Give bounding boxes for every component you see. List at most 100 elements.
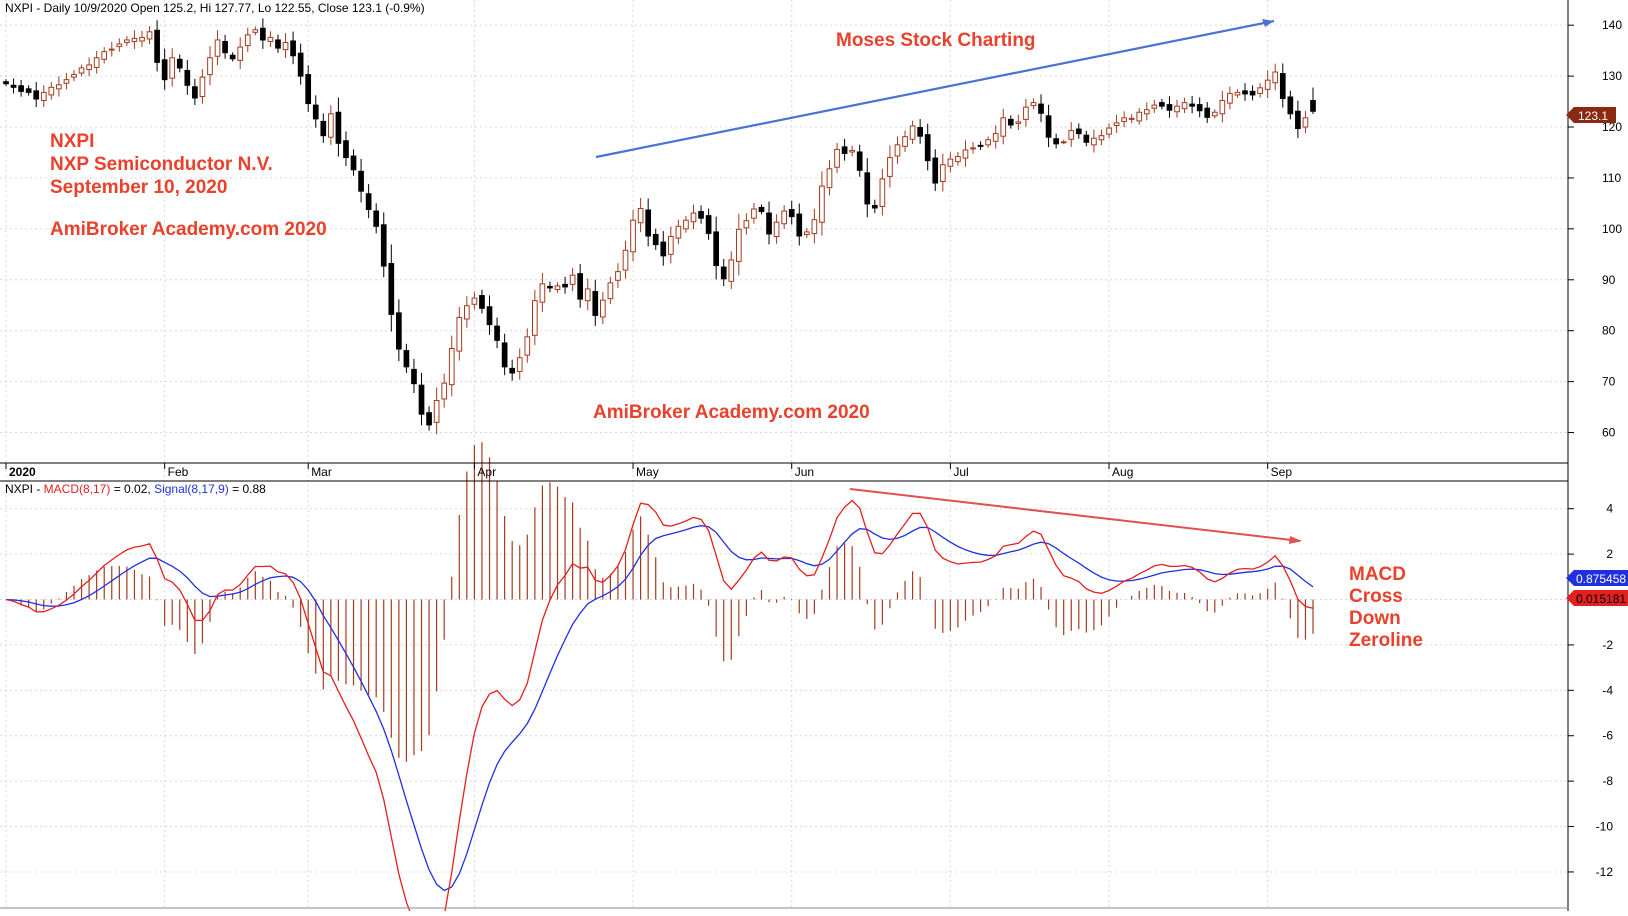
candle-body bbox=[426, 412, 432, 426]
macd-header-prefix: NXPI - bbox=[5, 482, 44, 496]
candle-body bbox=[1279, 73, 1286, 100]
candle-body bbox=[758, 206, 765, 213]
candle-body bbox=[1045, 115, 1052, 138]
candle-body bbox=[25, 88, 32, 93]
candle-body bbox=[486, 306, 493, 326]
candle-body bbox=[1227, 92, 1233, 104]
candle-body bbox=[592, 290, 599, 316]
candle-body bbox=[199, 76, 206, 97]
macd-note-4: Zeroline bbox=[1349, 630, 1423, 651]
candle-body bbox=[328, 113, 334, 138]
macd-tick-label: -4 bbox=[1602, 683, 1613, 697]
candle-body bbox=[992, 133, 999, 142]
candle-body bbox=[720, 266, 727, 280]
candle-body bbox=[18, 85, 24, 92]
candle-body bbox=[924, 134, 931, 162]
month-tick-label: Jul bbox=[953, 465, 968, 479]
candle-body bbox=[607, 282, 614, 300]
candle-body bbox=[1302, 117, 1309, 128]
candle-body bbox=[713, 231, 720, 267]
last-close-badge: 123.1 bbox=[1566, 107, 1616, 123]
candle-body bbox=[622, 249, 629, 271]
candle-body bbox=[690, 212, 697, 223]
candle-body bbox=[1234, 91, 1241, 96]
candle-body bbox=[1068, 130, 1075, 140]
candle-body bbox=[894, 144, 901, 157]
candle-body bbox=[464, 305, 470, 320]
price-trend-arrowhead bbox=[1262, 19, 1274, 27]
candle-body bbox=[1242, 90, 1248, 95]
candle-body bbox=[154, 29, 160, 63]
candle-body bbox=[509, 367, 516, 374]
month-tick-label: Jun bbox=[795, 465, 814, 479]
candle-body bbox=[252, 29, 259, 33]
candle-body bbox=[161, 59, 168, 81]
candle-body bbox=[411, 368, 417, 385]
candle-body bbox=[71, 74, 77, 78]
signal-value-badge-text: 0.875458 bbox=[1576, 572, 1626, 586]
price-tick-label: 110 bbox=[1602, 171, 1621, 185]
candle-body bbox=[63, 79, 70, 84]
candle-body bbox=[1075, 128, 1082, 135]
candle-body bbox=[569, 274, 576, 285]
price-trend-line bbox=[595, 19, 1275, 159]
candle-body bbox=[1196, 104, 1203, 112]
candle-body bbox=[312, 104, 319, 120]
month-tick-label: Aug bbox=[1112, 465, 1133, 479]
candle-body bbox=[396, 312, 402, 350]
candle-body bbox=[1098, 135, 1105, 141]
grid-lines bbox=[0, 0, 1568, 908]
macd-trend-line bbox=[849, 488, 1301, 542]
candle-body bbox=[222, 40, 228, 54]
candle-body bbox=[418, 384, 425, 415]
month-tick-label: Mar bbox=[311, 465, 332, 479]
candle-body bbox=[1272, 71, 1279, 84]
month-tick-label: May bbox=[636, 465, 659, 479]
candle-body bbox=[1249, 90, 1256, 96]
candle-body bbox=[139, 36, 145, 42]
candle-body bbox=[1295, 110, 1301, 130]
candle-body bbox=[305, 74, 312, 105]
price-tick-label: 140 bbox=[1602, 18, 1622, 32]
candle-body bbox=[1038, 103, 1044, 114]
candle-body bbox=[773, 221, 780, 237]
candle-body bbox=[1189, 103, 1195, 107]
candle-body bbox=[244, 34, 251, 47]
candle-body bbox=[456, 316, 463, 352]
macd-tick-label: -2 bbox=[1602, 638, 1613, 652]
candle-body bbox=[675, 225, 682, 239]
macd-tick-label: -10 bbox=[1596, 820, 1614, 834]
candle-body bbox=[501, 342, 508, 368]
candle-body bbox=[441, 382, 448, 400]
candle-body bbox=[909, 125, 916, 140]
macd-tick-label: 4 bbox=[1606, 502, 1613, 516]
candle-body bbox=[788, 209, 795, 218]
candle-body bbox=[479, 295, 485, 309]
month-tick-label: Apr bbox=[477, 465, 496, 479]
candle-body bbox=[40, 91, 47, 102]
candle-body bbox=[599, 299, 606, 318]
watermark-left: AmiBroker Academy.com 2020 bbox=[50, 219, 327, 240]
candle-body bbox=[1091, 137, 1097, 146]
macd-note-3: Down bbox=[1349, 608, 1401, 629]
candle-body bbox=[260, 27, 266, 41]
candle-body bbox=[766, 212, 772, 235]
candle-body bbox=[116, 43, 123, 48]
candle-body bbox=[1159, 102, 1165, 107]
watermark-center: AmiBroker Academy.com 2020 bbox=[593, 402, 870, 423]
candle-body bbox=[1166, 104, 1173, 111]
candle-body bbox=[698, 211, 704, 219]
macd-tick-label: -12 bbox=[1596, 865, 1614, 879]
symbol-label: NXPI bbox=[50, 131, 94, 152]
month-tick-label: Sep bbox=[1271, 465, 1293, 479]
candle-body bbox=[539, 283, 546, 303]
moses-label: Moses Stock Charting bbox=[836, 30, 1036, 51]
candle-body bbox=[584, 288, 591, 302]
macd-tick-label: -6 bbox=[1602, 729, 1613, 743]
candle-body bbox=[630, 219, 636, 253]
candle-body bbox=[955, 156, 961, 163]
macd-histogram bbox=[12, 442, 1314, 762]
candle-body bbox=[1000, 117, 1007, 137]
candle-body bbox=[365, 193, 372, 211]
